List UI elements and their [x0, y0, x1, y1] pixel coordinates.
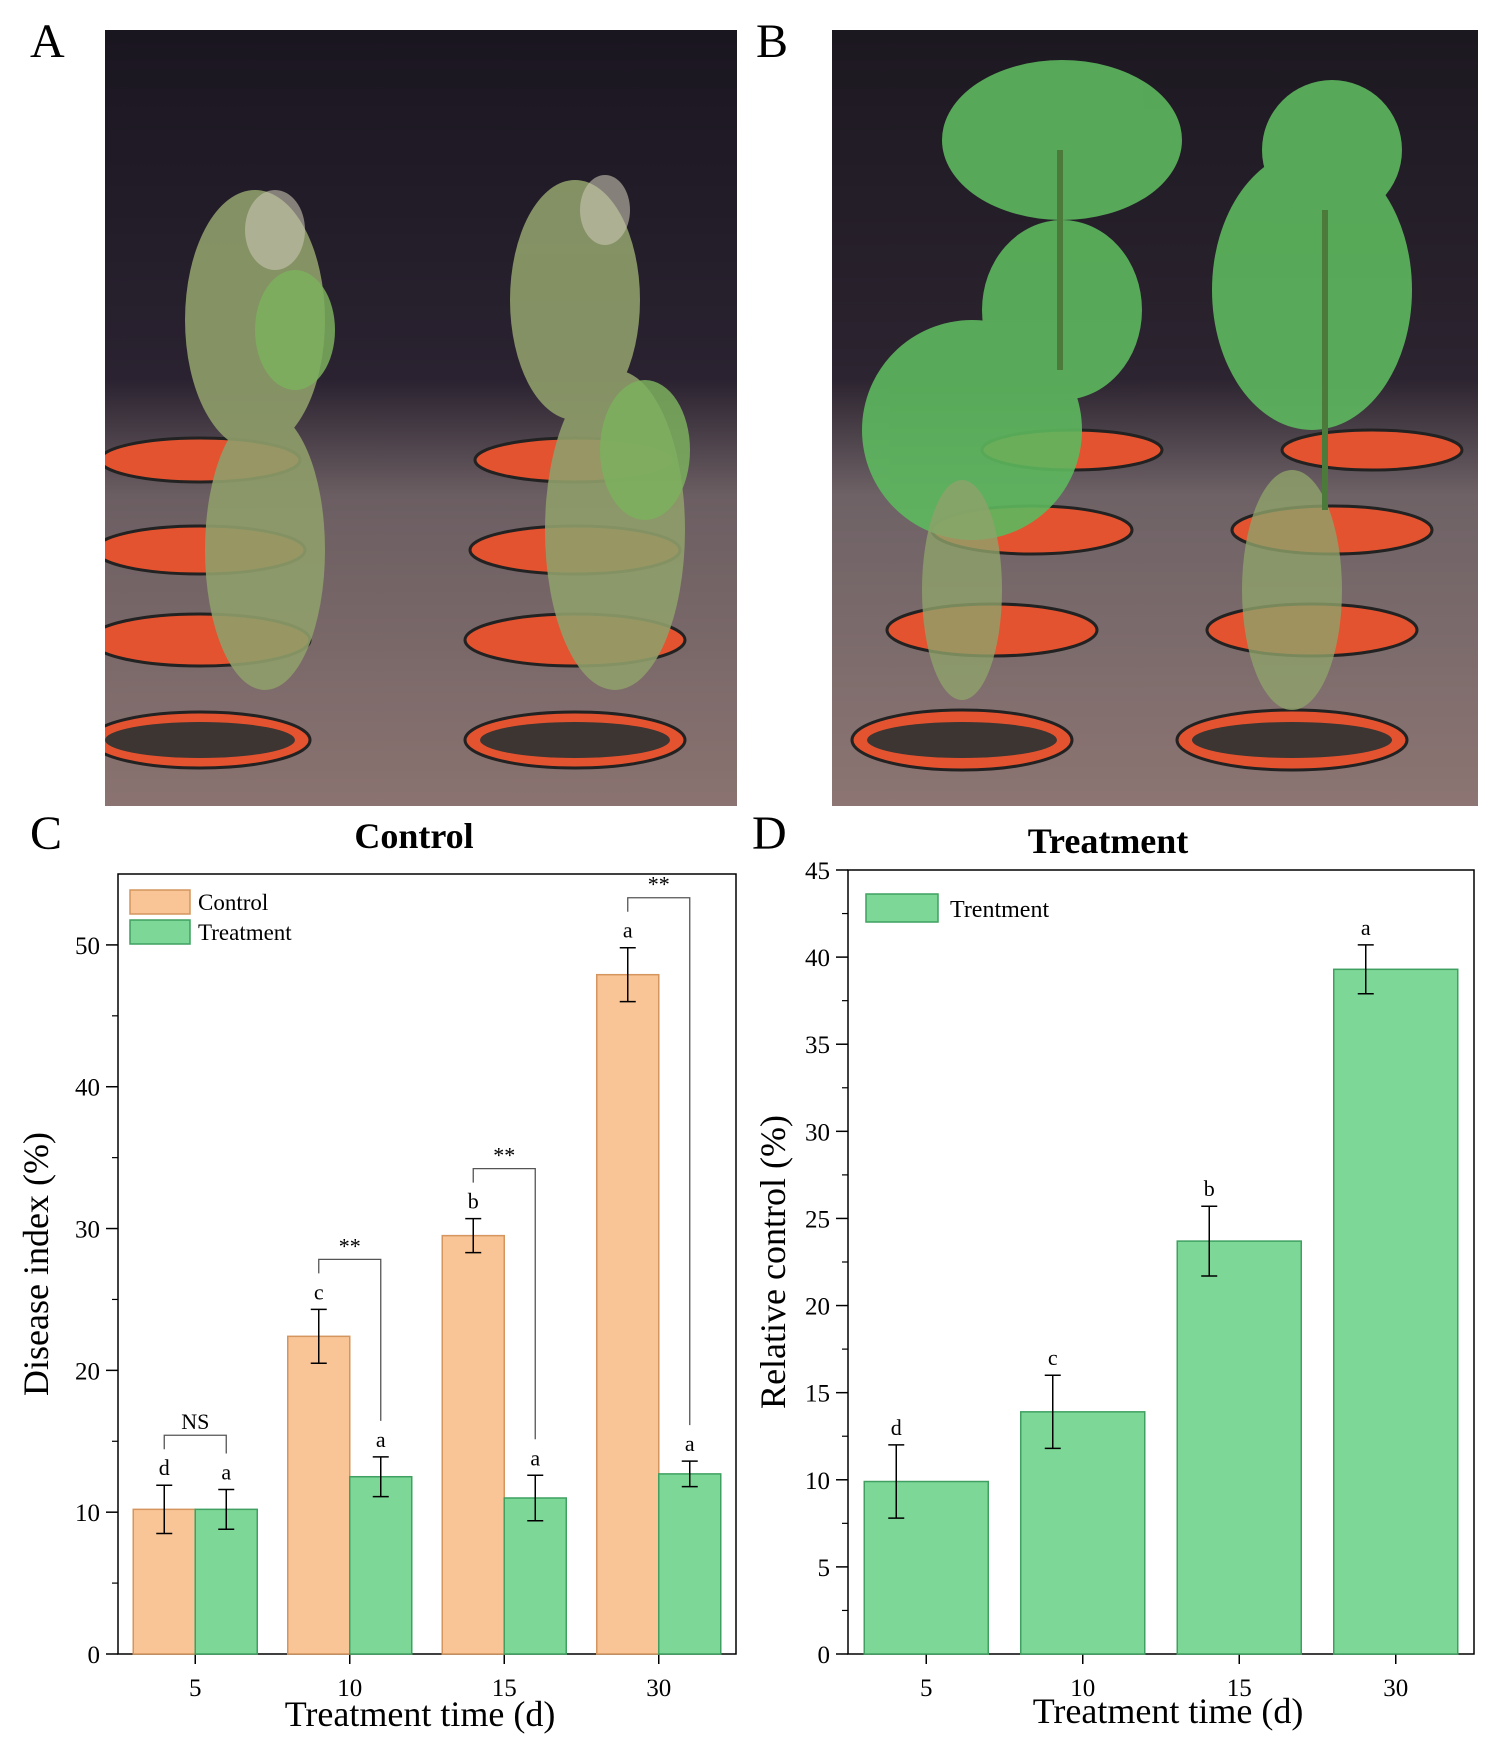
- c-bar-control-15: [441, 1234, 505, 1655]
- c-letter-control-10: c: [314, 1279, 324, 1304]
- d-xtick-label-2: 15: [1227, 1675, 1252, 1702]
- d-xtick-label-0: 5: [920, 1675, 933, 1702]
- c-bar-control-10: [287, 1335, 351, 1655]
- chart-d-xlabel: Treatment time (d): [1033, 1691, 1304, 1731]
- c-letter-treatment-15: a: [530, 1445, 540, 1470]
- c-letter-control-15: b: [468, 1189, 479, 1214]
- panel-letter-a: A: [30, 15, 65, 68]
- c-ytick-label-5: 50: [75, 933, 100, 960]
- d-bar-15: [1176, 1240, 1302, 1655]
- panel-letter-d: D: [752, 807, 787, 860]
- d-ytick-label-4: 20: [805, 1294, 830, 1321]
- c-xtick-label-1: 10: [337, 1675, 362, 1702]
- d-ytick-label-3: 15: [805, 1381, 830, 1408]
- c-xtick-label-3: 30: [646, 1675, 671, 1702]
- c-sig-bracket-5: [163, 1434, 227, 1454]
- legend-swatch-trentment: [865, 893, 939, 923]
- c-sig-bracket-15: [472, 1167, 536, 1440]
- c-bar-control-30: [596, 973, 660, 1655]
- c-bar-treatment-15: [503, 1497, 567, 1655]
- d-ytick-label-1: 5: [818, 1555, 831, 1582]
- c-xtick-label-0: 5: [189, 1675, 202, 1702]
- chart-d-ylabel: Relative control (%): [753, 1115, 793, 1409]
- d-letter-15: b: [1204, 1176, 1215, 1201]
- c-bar-treatment-30: [658, 1473, 722, 1655]
- c-bar-treatment-10: [349, 1475, 413, 1655]
- legend-swatch-treatment: [129, 919, 191, 945]
- c-ytick-label-0: 0: [88, 1642, 101, 1669]
- c-letter-treatment-30: a: [685, 1431, 695, 1456]
- panel-letter-c: C: [30, 807, 63, 860]
- chart-c-ylabel: Disease index (%): [16, 1132, 56, 1396]
- c-letter-treatment-5: a: [221, 1459, 231, 1484]
- d-ytick-label-6: 30: [805, 1119, 830, 1146]
- c-letter-control-5: d: [159, 1455, 170, 1480]
- c-ytick-label-4: 40: [75, 1075, 100, 1102]
- chart-c-title: Control: [354, 816, 473, 856]
- d-letter-30: a: [1361, 915, 1371, 940]
- c-sig-bracket-10: [318, 1258, 382, 1421]
- c-xtick-label-2: 15: [492, 1675, 517, 1702]
- c-letter-treatment-10: a: [376, 1427, 386, 1452]
- legend-label-treatment: Treatment: [198, 920, 292, 945]
- d-xtick-label-3: 30: [1383, 1675, 1408, 1702]
- c-sig-label-5: NS: [181, 1409, 209, 1434]
- chart-control: Control Treatment time (d) Disease index…: [16, 816, 737, 1734]
- c-sig-bracket-30: [627, 897, 691, 1426]
- legend-label-trentment: Trentment: [950, 897, 1049, 923]
- d-letter-5: d: [891, 1415, 902, 1440]
- c-ytick-label-2: 20: [75, 1358, 100, 1385]
- chart-treatment: Treatment Treatment time (d) Relative co…: [753, 821, 1475, 1731]
- c-sig-label-15: **: [493, 1143, 515, 1168]
- d-ytick-label-0: 0: [818, 1642, 831, 1669]
- d-ytick-label-2: 10: [805, 1468, 830, 1495]
- photo-control-plants-illustration: [105, 30, 737, 806]
- c-sig-label-30: **: [648, 872, 670, 897]
- panel-letter-b: B: [756, 15, 789, 68]
- c-letter-control-30: a: [623, 918, 633, 943]
- d-bar-30: [1333, 968, 1459, 1655]
- d-bar-5: [863, 1480, 989, 1655]
- chart-d-title: Treatment: [1028, 821, 1189, 861]
- c-ytick-label-1: 10: [75, 1500, 100, 1527]
- c-bar-treatment-5: [194, 1508, 258, 1655]
- chart-c-xlabel: Treatment time (d): [285, 1694, 556, 1734]
- d-letter-10: c: [1048, 1345, 1058, 1370]
- photo-treatment-plants: [832, 30, 1478, 806]
- d-ytick-label-7: 35: [805, 1032, 830, 1059]
- chart-d-legend: Trentment: [865, 893, 1049, 923]
- photo-control-plants: [105, 30, 737, 806]
- d-ytick-label-5: 25: [805, 1206, 830, 1233]
- photo-treatment-plants-illustration: [832, 30, 1478, 806]
- d-bar-10: [1020, 1411, 1146, 1655]
- d-ytick-label-9: 45: [805, 858, 830, 885]
- chart-c-legend: Control Treatment: [129, 889, 292, 945]
- chart-c-plot-frame: [117, 873, 737, 1655]
- d-xtick-label-1: 10: [1070, 1675, 1095, 1702]
- legend-label-control: Control: [198, 890, 268, 915]
- legend-swatch-control: [129, 889, 191, 915]
- c-sig-label-10: **: [339, 1233, 361, 1258]
- d-ytick-label-8: 40: [805, 945, 830, 972]
- c-ytick-label-3: 30: [75, 1217, 100, 1244]
